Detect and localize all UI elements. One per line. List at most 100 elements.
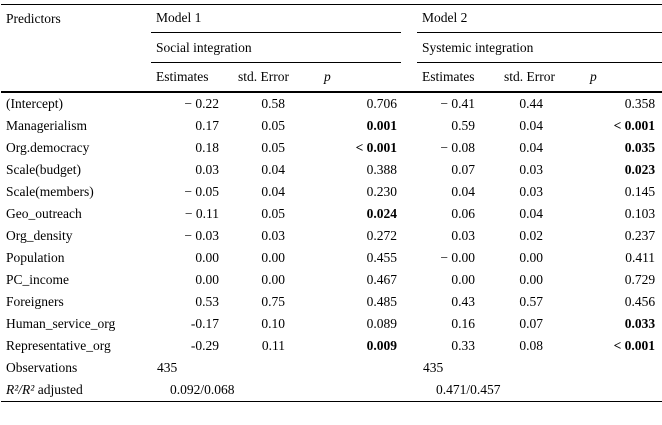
std-error-cell: 0.00 [519,272,544,287]
table-footer: Observations 435 435 R²/R² adjusted 0.09… [1,357,662,402]
table-row: Geo_outreach − 0.11 0.05 0.024 0.06 0.04 0.103 [1,203,662,225]
std-error-cell: 0.02 [519,228,544,243]
p-value-cell: 0.001 [366,118,398,133]
regression-table: Predictors Model 1 Model 2 Social integr… [1,4,662,402]
std-error-cell: 0.03 [261,228,285,243]
p-value-cell: 0.089 [366,316,398,331]
column-gap [401,335,417,357]
p-value-cell: 0.023 [624,162,656,177]
table-row: Org_density − 0.03 0.03 0.272 0.03 0.02 0.237 [1,225,662,247]
estimate-cell: 0.04 [451,184,476,199]
predictor-cell: (Intercept) [6,96,63,111]
std-error-cell: 0.04 [519,140,544,155]
p-value-cell: 0.485 [366,294,398,309]
estimate-cell: − 0.03 [184,228,219,243]
std-error-cell: 0.07 [519,316,544,331]
p-value-cell: 0.729 [624,272,656,287]
table-row: Org.democracy 0.18 0.05 < 0.001 − 0.08 0.04 0.… [1,137,662,159]
estimate-cell: 0.00 [195,272,219,287]
std-error-cell: 0.05 [261,140,285,155]
estimate-cell: 0.59 [451,118,476,133]
estimate-cell: − 0.41 [440,96,476,111]
predictor-cell: Representative_org [6,338,111,353]
std-error-cell: 0.08 [519,338,544,353]
predictor-cell: Population [6,250,65,265]
std-error-cell: 0.03 [519,184,544,199]
std-error-cell: 0.00 [519,250,544,265]
p-value-cell: 0.230 [366,184,398,199]
p-value-cell: 0.033 [624,316,656,331]
table-header: Predictors Model 1 Model 2 Social integr… [1,4,662,93]
predictor-cell: Geo_outreach [6,206,82,221]
r-squared-symbol: R²/R² [6,382,35,397]
p-value-cell: 0.145 [624,184,656,199]
estimates-header: Estimates [417,62,500,93]
p-value-cell: < 0.001 [613,118,656,133]
std-error-cell: 0.58 [261,96,285,111]
estimate-cell: 0.07 [451,162,476,177]
estimate-cell: -0.17 [190,316,219,331]
estimate-cell: 0.33 [451,338,476,353]
estimates-header: Estimates [151,62,233,93]
p-header: p [585,62,662,93]
estimate-cell: 0.03 [195,162,219,177]
model-subtitle-row: Social integration Systemic integration [1,32,662,63]
p-value-cell: 0.388 [366,162,398,177]
p-value-cell: 0.455 [366,250,398,265]
estimate-cell: − 0.00 [440,250,476,265]
column-gap [401,62,418,93]
observations-label: Observations [6,360,78,375]
column-gap [401,33,417,63]
std-error-header: std. Error [233,62,319,93]
predictor-cell: Managerialism [6,118,87,133]
column-gap [401,313,417,335]
column-gap [401,159,417,181]
std-error-cell: 0.04 [261,162,285,177]
std-error-cell: 0.04 [519,118,544,133]
observations-row: Observations 435 435 [1,357,662,379]
empty-cell [1,62,151,93]
p-value-cell: 0.237 [624,228,656,243]
table-row: Managerialism 0.17 0.05 0.001 0.59 0.04 < 0.00… [1,115,662,137]
estimate-cell: 0.17 [195,118,219,133]
p-value-cell: 0.467 [366,272,398,287]
column-gap [401,291,417,313]
predictor-cell: Scale(members) [6,184,94,199]
table-row: Foreigners 0.53 0.75 0.485 0.43 0.57 0.456 [1,291,662,313]
r-squared-model2: 0.471/0.457 [436,382,501,397]
estimate-cell: 0.18 [195,140,219,155]
estimate-cell: − 0.11 [184,206,219,221]
column-gap [401,203,417,225]
predictor-cell: Human_service_org [6,316,116,331]
p-value-cell: 0.009 [366,338,398,353]
column-gap [401,379,417,402]
estimate-cell: − 0.08 [440,140,476,155]
table-body: (Intercept) − 0.22 0.58 0.706 − 0.41 0.44 0.35… [1,92,662,357]
predictor-cell: Org.democracy [6,140,90,155]
estimate-cell: 0.16 [451,316,476,331]
r-squared-label: R²/R² adjusted [1,379,151,402]
estimate-cell: 0.06 [451,206,476,221]
predictor-cell: Org_density [6,228,73,243]
std-error-cell: 0.00 [261,272,285,287]
p-value-cell: 0.706 [366,96,398,111]
observations-model1: 435 [157,360,178,375]
std-error-cell: 0.10 [261,316,285,331]
table-row: PC_income 0.00 0.00 0.467 0.00 0.00 0.729 [1,269,662,291]
observations-model2: 435 [423,360,444,375]
predictors-header: Predictors [6,10,61,26]
p-value-cell: 0.035 [624,140,656,155]
p-value-cell: 0.456 [624,294,656,309]
predictor-cell: PC_income [6,272,69,287]
column-gap [401,225,417,247]
estimate-cell: -0.29 [190,338,219,353]
column-gap [401,115,417,137]
column-gap [401,92,417,115]
estimate-cell: 0.00 [195,250,219,265]
column-header-row: Estimates std. Error p Estimates std. Er… [1,62,662,93]
column-gap [401,137,417,159]
model-header-row: Predictors Model 1 Model 2 [1,4,662,33]
std-error-cell: 0.44 [519,96,544,111]
model1-subtitle: Social integration [151,32,402,63]
std-error-cell: 0.05 [261,206,285,221]
